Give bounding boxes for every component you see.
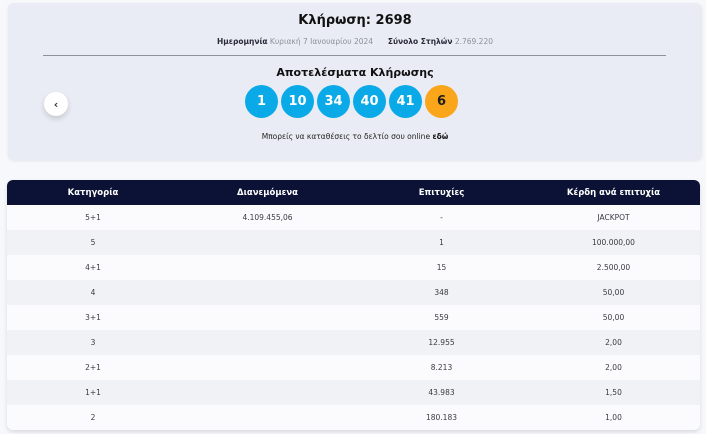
table-row: 3 12.955 2,00: [7, 330, 700, 355]
winners: 12.955: [428, 338, 455, 347]
distributed: 4.109.455,06: [242, 213, 293, 222]
number-ball: 1: [245, 85, 278, 118]
previous-draw-button[interactable]: ‹: [44, 92, 68, 116]
category: 5+1: [85, 213, 101, 222]
draw-title: Κλήρωση: 2698: [298, 13, 412, 28]
category: 2+1: [85, 363, 101, 372]
distributed: [179, 355, 356, 380]
table-row: 2 180.183 1,00: [7, 405, 700, 430]
header-winners: Επιτυχίες: [418, 187, 465, 198]
winners: 180.183: [425, 413, 457, 422]
table-row: 5+1 4.109.455,06 - JACKPOT: [7, 205, 700, 230]
prize: 2.500,00: [596, 263, 631, 272]
header-prize-per-winner: Κέρδη ανά επιτυχία: [566, 187, 661, 198]
category: 1+1: [85, 388, 101, 397]
columns-value: 2.769.220: [454, 37, 493, 46]
divider: [43, 55, 666, 56]
date-value: Κυριακή 7 Ιανουαρίου 2024: [269, 37, 374, 46]
table-row: 4 348 50,00: [7, 280, 700, 305]
table-row: 1+1 43.983 1,50: [7, 380, 700, 405]
distributed: [179, 305, 356, 330]
deposit-text: Μπορείς να καταθέσεις το δελτίο σου onli…: [261, 132, 431, 141]
prize: 2,00: [605, 363, 622, 372]
category: 5: [90, 238, 96, 247]
prize: 2,00: [605, 338, 622, 347]
winners: 559: [434, 313, 449, 322]
table-row: 3+1 559 50,00: [7, 305, 700, 330]
number-ball: 40: [353, 85, 386, 118]
prize: 1,50: [605, 388, 622, 397]
category: 4: [90, 288, 96, 297]
columns-label: Σύνολο Στηλών: [387, 37, 453, 46]
prize-table: Κατηγορία Διανεμόμενα Επιτυχίες Κέρδη αν…: [7, 180, 700, 430]
table-row: 4+1 15 2.500,00: [7, 255, 700, 280]
number-ball: 10: [281, 85, 314, 118]
bonus-number-ball: 6: [425, 85, 458, 118]
table-header-row: Κατηγορία Διανεμόμενα Επιτυχίες Κέρδη αν…: [7, 180, 700, 205]
category: 4+1: [85, 263, 101, 272]
winning-numbers: 1 10 34 40 41 6: [245, 85, 458, 118]
number-ball: 41: [389, 85, 422, 118]
winners: 8.213: [430, 363, 453, 372]
winners: 43.983: [428, 388, 455, 397]
prize: 50,00: [602, 313, 625, 322]
prize: 100.000,00: [592, 238, 635, 247]
results-title: Αποτελέσματα Κλήρωσης: [276, 66, 434, 79]
winners: 1: [439, 238, 444, 247]
category: 3+1: [85, 313, 101, 322]
winners: -: [440, 213, 443, 222]
table-row: 5 1 100.000,00: [7, 230, 700, 255]
prize: 50,00: [602, 288, 625, 297]
category: 3: [90, 338, 96, 347]
distributed: [179, 280, 356, 305]
category: 2: [90, 413, 96, 422]
header-category: Κατηγορία: [67, 187, 119, 198]
prize: JACKPOT: [597, 213, 630, 222]
distributed: [179, 230, 356, 255]
deposit-note: Μπορείς να καταθέσεις το δελτίο σου onli…: [8, 132, 702, 141]
date-label: Ημερομηνία: [216, 37, 268, 46]
number-ball: 34: [317, 85, 350, 118]
draw-meta: Ημερομηνία Κυριακή 7 Ιανουαρίου 2024 Σύν…: [8, 37, 702, 46]
winners: 15: [436, 263, 447, 272]
table-row: 2+1 8.213 2,00: [7, 355, 700, 380]
chevron-left-icon: ‹: [53, 97, 59, 111]
draw-info-card: Κλήρωση: 2698 Ημερομηνία Κυριακή 7 Ιανου…: [8, 3, 702, 160]
deposit-link[interactable]: εδώ: [432, 132, 449, 141]
prize: 1,00: [605, 413, 622, 422]
distributed: [179, 330, 356, 355]
distributed: [179, 255, 356, 280]
header-distributed: Διανεμόμενα: [237, 187, 298, 198]
distributed: [179, 405, 356, 430]
distributed: [179, 380, 356, 405]
winners: 348: [434, 288, 449, 297]
